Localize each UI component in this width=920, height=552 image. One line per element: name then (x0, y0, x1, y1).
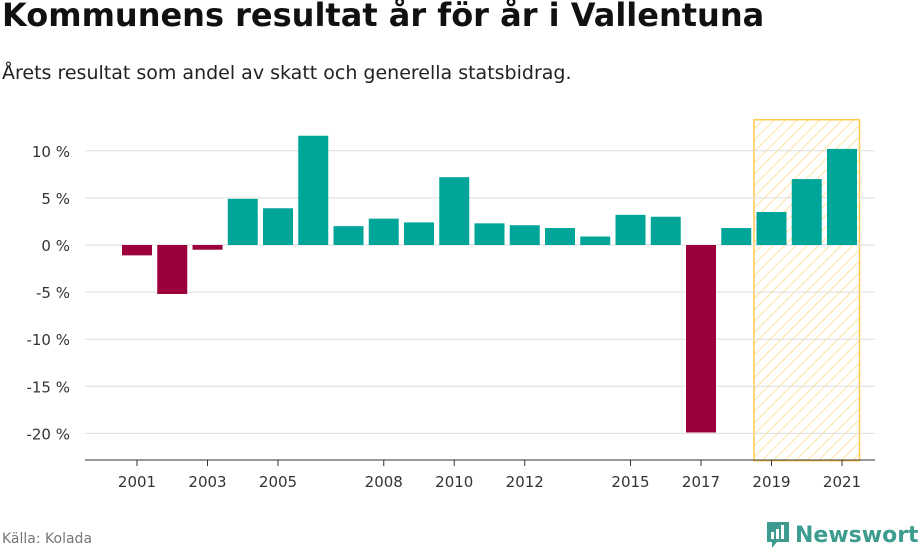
y-tick-label: -10 % (26, 331, 70, 349)
bar-2011 (474, 223, 505, 245)
y-tick-label: 10 % (32, 143, 70, 161)
bar-2015 (615, 214, 646, 245)
x-tick-label: 2001 (118, 473, 156, 491)
chart-subtitle: Årets resultat som andel av skatt och ge… (2, 62, 572, 84)
bar-2005 (263, 208, 293, 245)
bar-2017 (686, 245, 716, 433)
bar-2013 (545, 228, 575, 245)
y-tick-label: -20 % (26, 425, 70, 443)
bar-2008 (368, 218, 399, 245)
source-note: Källa: Kolada (2, 531, 93, 547)
y-tick-label: -5 % (36, 284, 70, 302)
x-tick-label: 2008 (365, 473, 403, 491)
bar-2021 (827, 148, 857, 245)
y-tick-label: -15 % (26, 378, 70, 396)
bar-2002 (157, 245, 188, 294)
bar-2019 (756, 212, 787, 245)
bar-2007 (333, 226, 364, 245)
x-tick-label: 2017 (682, 473, 720, 491)
bar-2018 (721, 228, 752, 245)
bar-2014 (580, 236, 611, 245)
y-tick-label: 0 % (41, 237, 70, 255)
bar-2020 (791, 179, 822, 245)
bar-2010 (439, 177, 470, 245)
x-tick-label: 2005 (259, 473, 297, 491)
x-tick-label: 2015 (611, 473, 649, 491)
bar-chart-logo-icon (767, 522, 789, 548)
newsworthy-logo: Newsworthy (765, 520, 920, 550)
bar-2016 (650, 216, 681, 245)
bar-2004 (227, 198, 258, 245)
chart-title: Kommunens resultat år för år i Vallentun… (2, 0, 765, 34)
x-tick-label: 2019 (752, 473, 790, 491)
brand-name: Newsworthy (795, 522, 920, 548)
bar-2003 (192, 245, 223, 250)
bar-2006 (298, 135, 329, 245)
bar-2012 (509, 225, 540, 245)
x-tick-label: 2003 (188, 473, 226, 491)
bar-2001 (122, 245, 152, 256)
x-tick-label: 2021 (823, 473, 861, 491)
x-tick-label: 2012 (506, 473, 544, 491)
y-tick-label: 5 % (41, 190, 70, 208)
bar-2009 (404, 222, 434, 245)
x-tick-label: 2010 (435, 473, 473, 491)
